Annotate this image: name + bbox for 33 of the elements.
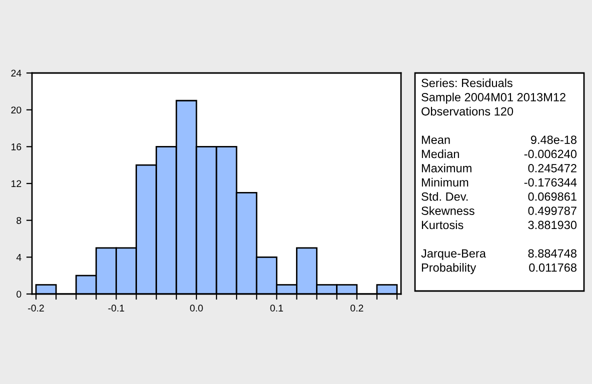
text: Std. Dev. — [422, 192, 468, 201]
y-tick-label: 12 — [12, 180, 22, 188]
text: Skewness — [422, 206, 474, 215]
text: -0.176344 — [524, 178, 577, 187]
y-tick-label: 24 — [11, 70, 22, 77]
x-tick-label: -0.2 — [28, 304, 44, 312]
text: 3.881930 — [528, 220, 577, 230]
text: -0.006240 — [524, 150, 577, 158]
text: 9.48e-18 — [530, 136, 576, 144]
text: Mean — [422, 136, 450, 144]
text: 0.069861 — [528, 192, 576, 201]
y-tick-label: 0 — [16, 290, 22, 298]
text: 8.884748 — [528, 249, 576, 258]
y-tick-label: 4 — [16, 254, 22, 261]
y-tick-label: 8 — [16, 217, 22, 224]
text: Jarque-Bera — [421, 249, 486, 260]
x-tick-label: -0.1 — [108, 304, 124, 312]
text: Series: Residuals — [422, 78, 512, 88]
x-tick-label: 0.0 — [190, 304, 203, 312]
text: Minimum — [422, 178, 468, 187]
text: 0.245472 — [528, 164, 576, 172]
text: 0.499787 — [528, 206, 576, 215]
x-tick-label: 0.1 — [270, 304, 283, 312]
text: Sample 2004M01 2013M12 — [422, 92, 566, 104]
text: 0.011768 — [529, 263, 576, 272]
text: Kurtosis — [422, 220, 464, 230]
y-tick-label: 20 — [11, 106, 22, 114]
text: Observations 120 — [422, 106, 514, 116]
text: Median — [422, 149, 459, 158]
text: Probability — [422, 263, 476, 274]
x-tick-label: 0.2 — [350, 304, 364, 312]
y-tick-label: 16 — [12, 143, 22, 150]
text: Maximum — [422, 164, 472, 172]
